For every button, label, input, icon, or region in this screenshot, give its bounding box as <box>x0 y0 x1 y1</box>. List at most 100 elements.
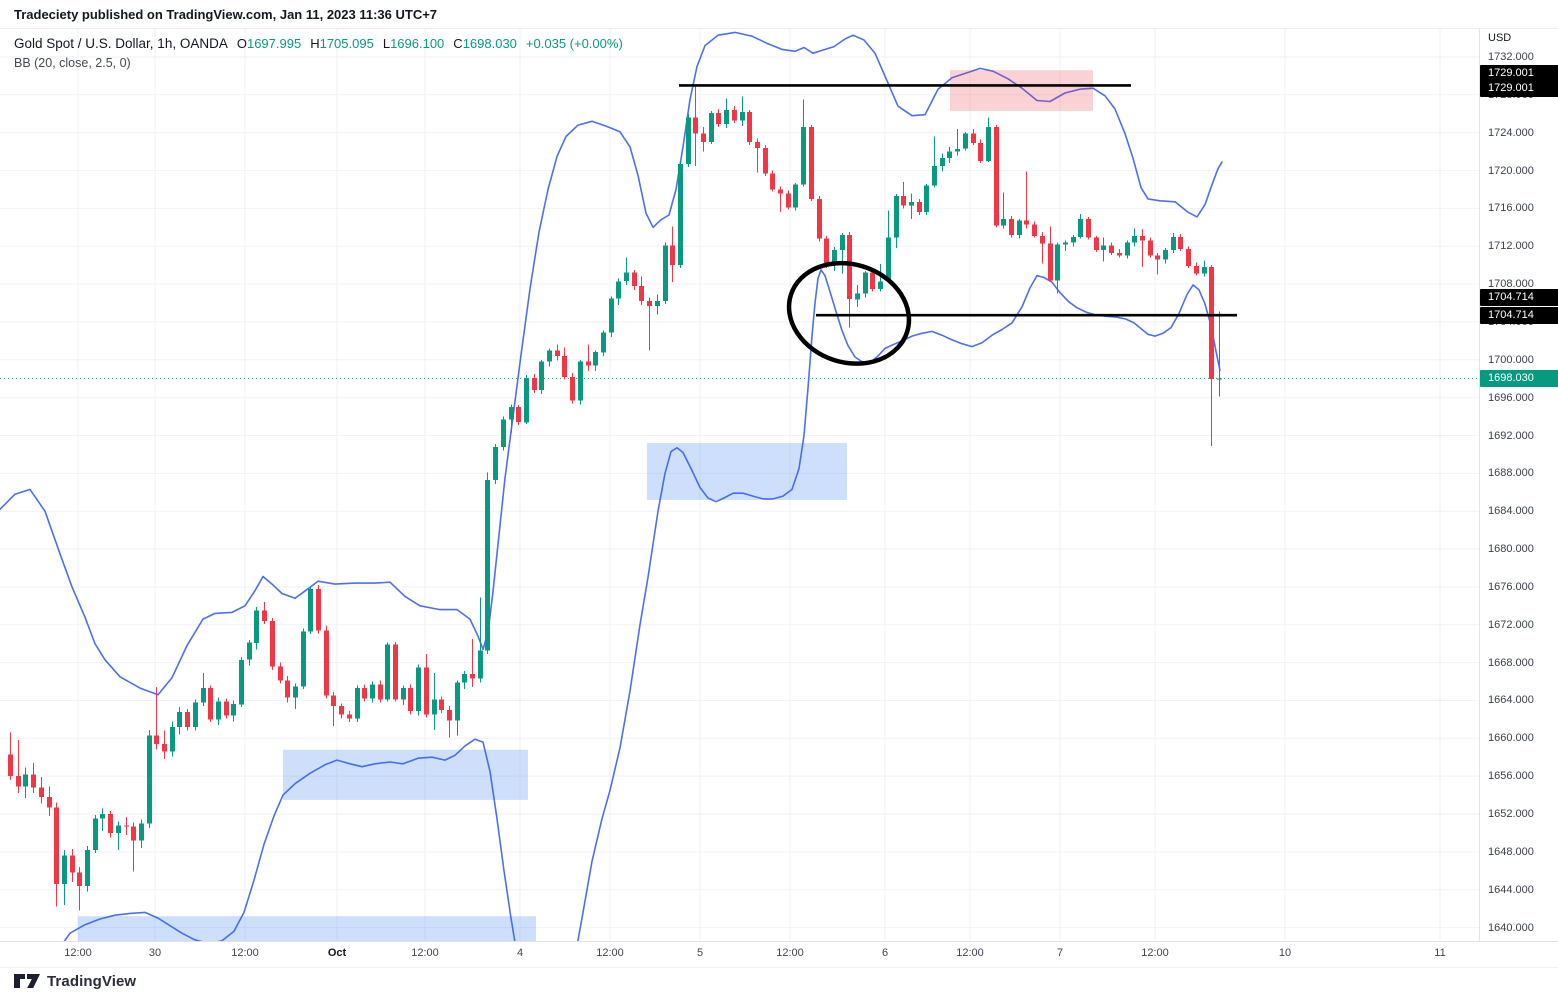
candle-body <box>1048 243 1053 281</box>
candle-body <box>716 112 721 125</box>
price-axis[interactable]: USD 1732.0001728.0001724.0001720.0001716… <box>1479 29 1558 942</box>
price-tick-label: 1684.000 <box>1488 505 1534 518</box>
candle-body <box>16 776 21 787</box>
candle-body <box>1101 245 1106 250</box>
ohlc-low: L1696.100 <box>382 36 445 51</box>
candle-body <box>770 173 775 190</box>
candle-body <box>701 133 706 143</box>
price-tick-label: 1668.000 <box>1488 656 1534 669</box>
candle-body <box>324 630 329 696</box>
candle-body <box>316 588 321 631</box>
candle-body <box>1109 245 1114 253</box>
chart-legend[interactable]: Gold Spot / U.S. Dollar, 1h, OANDA O1697… <box>14 36 623 70</box>
candle-body <box>1178 236 1183 250</box>
candle-body <box>31 774 36 788</box>
candle-body <box>1032 224 1037 236</box>
candle-body <box>832 250 837 266</box>
time-tick-label: 12:00 <box>1141 947 1169 959</box>
chart-plot[interactable] <box>0 0 1479 941</box>
candle-body <box>339 706 344 715</box>
price-tick-label: 1672.000 <box>1488 618 1534 631</box>
candle-body <box>547 350 552 362</box>
price-tick-label: 1648.000 <box>1488 845 1534 858</box>
candle-body <box>894 196 899 238</box>
candle-body <box>1078 218 1083 237</box>
candle-body <box>100 814 105 819</box>
candle-body <box>201 688 206 703</box>
candle-body <box>601 332 606 353</box>
candle-body <box>1194 266 1199 274</box>
candle-body <box>1001 218 1006 226</box>
candle-body <box>447 709 452 721</box>
time-tick-label: 5 <box>696 947 704 959</box>
candle-body <box>1009 218 1014 235</box>
highlight-box-red <box>950 70 1093 111</box>
candle-body <box>909 201 914 206</box>
candle-body <box>532 377 537 391</box>
candle-body <box>23 774 28 787</box>
candle-body <box>378 684 383 700</box>
symbol-title: Gold Spot / U.S. Dollar, 1h, OANDA <box>14 36 228 51</box>
indicator-legend[interactable]: BB (20, close, 2.5, 0) <box>14 56 131 70</box>
drawing-annotations-layer[interactable] <box>679 84 1237 378</box>
grid-layer <box>0 29 1479 941</box>
candle-body <box>208 688 213 720</box>
time-tick-label: 12:00 <box>231 947 259 959</box>
time-tick-label: 7 <box>1056 947 1064 959</box>
time-tick-label: Oct <box>327 947 347 959</box>
candle-body <box>555 350 560 356</box>
candle-body <box>154 735 159 744</box>
candle-body <box>278 666 283 681</box>
candle-body <box>578 361 583 401</box>
candle-body <box>362 688 367 699</box>
ohlc-open: O1697.995 <box>236 36 302 51</box>
time-axis[interactable]: 12:00 30 12:00 Oct 12:00 4 12:00 5 12:00 6 12:00 7 1… <box>0 941 1558 968</box>
candle-body <box>393 644 398 700</box>
symbol-row: Gold Spot / U.S. Dollar, 1h, OANDA O1697… <box>14 36 623 51</box>
candle-body <box>262 610 267 621</box>
candle-body <box>216 701 221 720</box>
candle-body <box>1132 235 1137 243</box>
candle-body <box>947 151 952 159</box>
time-tick-label: 12:00 <box>596 947 624 959</box>
candle-body <box>663 245 668 302</box>
candle-body <box>193 702 198 727</box>
candle-body <box>77 872 82 886</box>
candle-body <box>285 680 290 698</box>
candle-body <box>562 356 567 377</box>
price-change: +0.035 (+0.00%) <box>525 36 623 51</box>
highlight-box-blue <box>647 443 847 500</box>
time-tick-label: 12:00 <box>956 947 984 959</box>
time-tick-label: 11 <box>1434 947 1446 959</box>
candle-body <box>524 377 529 423</box>
candle-body <box>1140 235 1145 241</box>
candle-body <box>1209 267 1214 379</box>
highlight-boxes-layer[interactable] <box>78 70 1093 941</box>
candle-body <box>478 650 483 679</box>
tradingview-attribution[interactable]: TradingView <box>14 969 136 993</box>
candle-body <box>116 825 121 833</box>
price-tick-label: 1724.000 <box>1488 126 1534 139</box>
candle-body <box>516 407 521 423</box>
candle-body <box>1186 249 1191 267</box>
candle-body <box>1171 236 1176 250</box>
candle-body <box>1217 378 1222 380</box>
drawing-price-label: 1704.714 <box>1480 306 1558 324</box>
candle-body <box>924 185 929 213</box>
candle-body <box>817 198 822 239</box>
candle-body <box>301 631 306 687</box>
drawing-price-label: 1704.714 <box>1480 288 1558 306</box>
candle-body <box>131 826 136 841</box>
candle-body <box>1148 240 1153 256</box>
candle-body <box>1202 267 1207 274</box>
candle-body <box>139 823 144 841</box>
candle-body <box>747 111 752 143</box>
price-tick-label: 1712.000 <box>1488 240 1534 253</box>
publication-watermark: Tradeciety published on TradingView.com,… <box>0 0 1558 29</box>
candle-body <box>408 688 413 711</box>
time-tick-label: 30 <box>148 947 162 959</box>
candle-body <box>493 446 498 480</box>
time-tick-label: 12:00 <box>64 947 92 959</box>
candle-body <box>1094 237 1099 250</box>
drawing-price-label: 1729.001 <box>1480 64 1558 82</box>
